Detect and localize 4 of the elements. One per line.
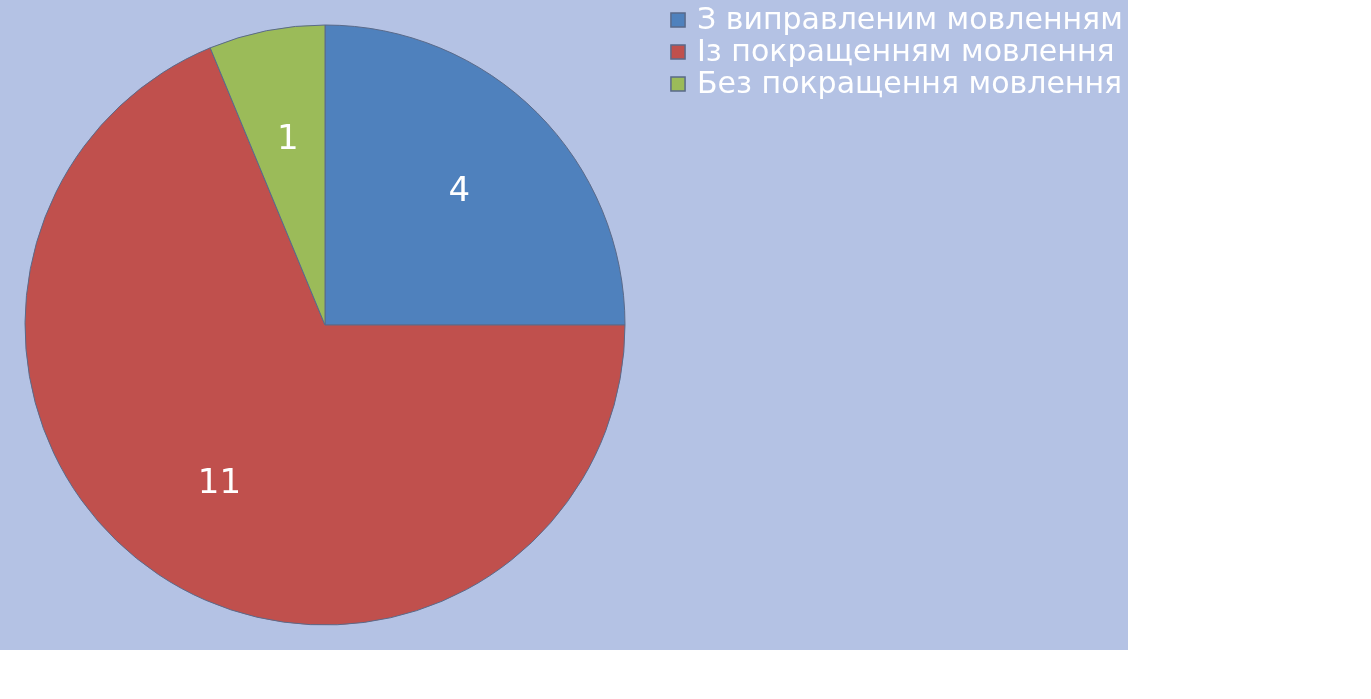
data-label: 1	[277, 116, 299, 157]
legend-label: З виправленим мовленням	[697, 1, 1123, 36]
data-label: 4	[448, 168, 471, 209]
data-label: 11	[197, 460, 242, 501]
